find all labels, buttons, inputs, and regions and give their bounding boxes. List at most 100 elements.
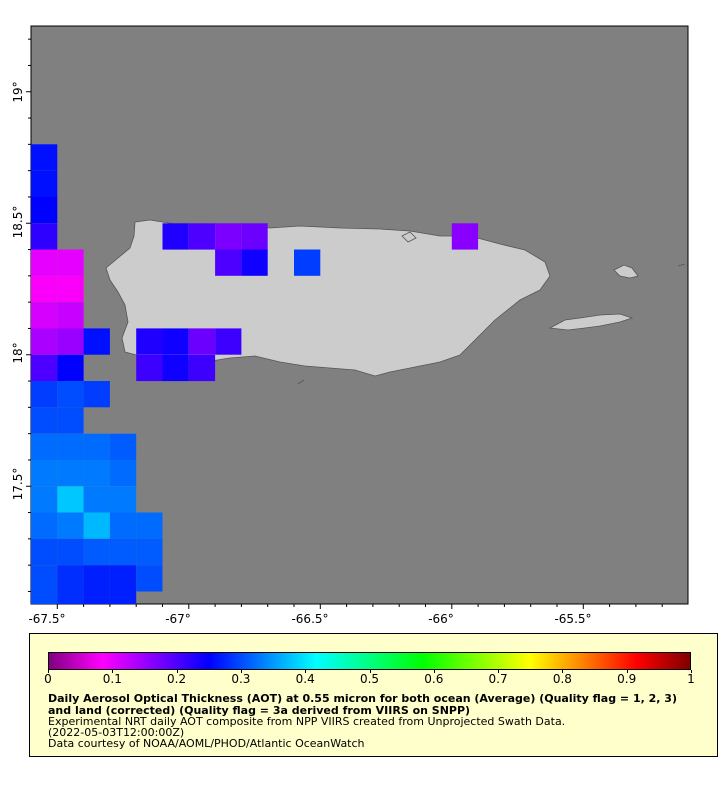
aot-pixel: [31, 223, 58, 250]
aot-pixel: [83, 486, 110, 513]
aot-pixel: [57, 433, 84, 460]
aot-pixel: [83, 381, 110, 408]
aot-pixel: [31, 591, 58, 604]
latitude-axis: 19° 18.5° 18° 17.5°: [11, 81, 25, 500]
land-islet-south: [297, 379, 305, 385]
aot-pixel: [31, 486, 58, 513]
colorbar-tick-label: 1: [687, 672, 695, 686]
x-tick-label: -67.5°: [28, 612, 65, 626]
aot-pixel: [188, 328, 216, 355]
colorbar-tick-label: 0.5: [359, 672, 380, 686]
aot-pixel-layer: [31, 144, 479, 604]
colorbar-tick-mark: [369, 670, 371, 673]
y-tick-label: 17.5°: [11, 468, 25, 501]
aot-pixel: [31, 407, 58, 434]
aot-pixel: [109, 459, 137, 487]
aot-pixel: [109, 591, 137, 604]
aot-pixel: [136, 565, 163, 592]
aot-pixel: [188, 354, 216, 382]
aot-pixel: [162, 354, 189, 382]
aot-pixel: [31, 512, 58, 539]
colorbar-tick-label: 0.4: [295, 672, 315, 686]
x-tick-label: -66.5°: [291, 612, 328, 626]
aot-pixel: [162, 223, 189, 250]
aot-pixel: [31, 249, 58, 276]
land-islet-east: [677, 263, 686, 267]
aot-pixel: [83, 433, 110, 460]
colorbar-tick-mark: [433, 670, 435, 673]
aot-pixel: [31, 381, 58, 408]
aot-pixel: [31, 354, 58, 382]
aot-pixel: [31, 275, 58, 303]
map-plot: -67.5° -67° -66.5° -66° -65.5° 19° 18.5°…: [11, 25, 689, 626]
aot-pixel: [57, 591, 84, 604]
y-tick-label: 18.5°: [11, 206, 25, 239]
colorbar-tick-mark: [562, 670, 564, 673]
legend-description: Experimental NRT daily AOT composite fro…: [48, 715, 566, 728]
aot-pixel: [83, 512, 110, 539]
aot-pixel: [215, 328, 242, 355]
colorbar-tick-label: 0.2: [167, 672, 187, 686]
y-tick-label: 19°: [11, 81, 25, 102]
aot-pixel: [57, 538, 84, 566]
colorbar-tick-label: 0.6: [424, 672, 444, 686]
aot-pixel: [31, 433, 58, 460]
aot-pixel: [241, 223, 268, 250]
aot-pixel: [31, 144, 58, 171]
aot-pixel: [83, 328, 110, 355]
colorbar-tick-mark: [112, 670, 114, 673]
aot-pixel: [83, 591, 110, 604]
aot-pixel: [136, 328, 163, 355]
colorbar-tick-label: 0.1: [102, 672, 122, 686]
aot-pixel: [31, 196, 58, 224]
aot-pixel: [109, 433, 137, 460]
aot-pixel: [57, 381, 84, 408]
colorbar-tick-mark: [626, 670, 628, 673]
colorbar-tick-label: 0: [44, 672, 52, 686]
aot-pixel: [31, 459, 58, 487]
aot-pixel: [57, 407, 84, 434]
colorbar-tick-mark: [305, 670, 307, 673]
colorbar-tick-label: 0.7: [488, 672, 508, 686]
aot-pixel: [136, 512, 163, 539]
aot-pixel: [83, 565, 110, 592]
colorbar-tick-mark: [498, 670, 500, 673]
legend-panel: 0 0.1 0.2 0.3 0.4 0.5 0.6 0.7 0.8 0.9 1 Daily Aero…: [29, 633, 718, 757]
colorbar-tick-label: 0.3: [231, 672, 251, 686]
aot-pixel: [57, 512, 84, 539]
aot-pixel: [31, 302, 58, 329]
aot-pixel: [451, 223, 479, 250]
aot-pixel: [57, 565, 84, 592]
land-islet-north: [401, 231, 417, 243]
aot-pixel: [57, 302, 84, 329]
aot-pixel: [31, 170, 58, 197]
legend-title: Daily Aerosol Optical Thickness (AOT) at…: [48, 692, 677, 717]
colorbar-tick-mark: [48, 670, 49, 673]
aot-pixel: [57, 275, 84, 303]
aot-pixel: [215, 249, 242, 276]
land-culebra: [613, 264, 639, 279]
x-tick-label: -66°: [428, 612, 454, 626]
land-vieques: [548, 313, 634, 331]
colorbar-tick-mark: [240, 670, 242, 673]
aot-pixel: [162, 328, 189, 355]
legend-credit: Data courtesy of NOAA/AOML/PHOD/Atlantic…: [48, 737, 365, 750]
aot-pixel: [109, 565, 137, 592]
aot-pixel: [57, 486, 84, 513]
colorbar-tick-label: 0.9: [617, 672, 637, 686]
aot-pixel: [31, 328, 58, 355]
colorbar-tick-mark: [176, 670, 178, 673]
aot-pixel: [109, 512, 137, 539]
longitude-axis: -67.5° -67° -66.5° -66° -65.5°: [28, 612, 591, 626]
aot-pixel: [215, 223, 242, 250]
aot-pixel: [136, 538, 163, 566]
y-tick-label: 18°: [11, 342, 25, 363]
aot-pixel: [57, 328, 84, 355]
aot-pixel: [57, 354, 84, 382]
legend-timestamp: (2022-05-03T12:00:00Z): [48, 726, 185, 739]
aot-pixel: [109, 486, 137, 513]
aot-pixel: [83, 459, 110, 487]
aot-pixel: [294, 249, 321, 276]
aot-pixel: [31, 538, 58, 566]
axis-tick-marks: [26, 38, 663, 609]
